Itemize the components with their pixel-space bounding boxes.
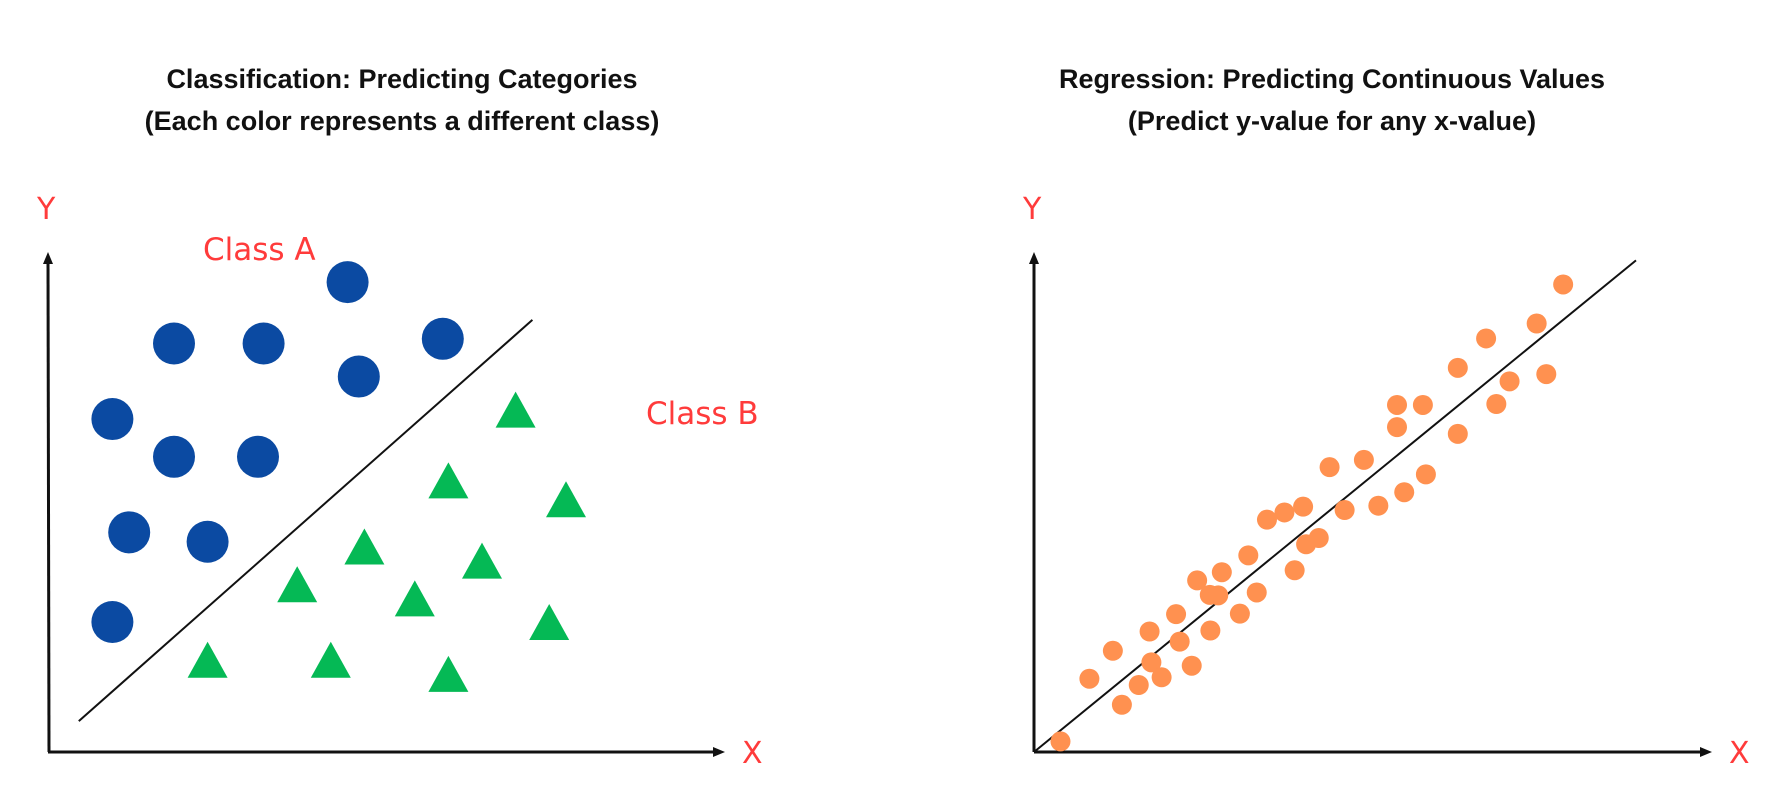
data-point	[1050, 731, 1071, 752]
regression-line	[1033, 259, 1637, 753]
x-axis	[48, 747, 725, 757]
data-point	[1166, 604, 1187, 625]
regression-title-line2: (Predict y-value for any x-value)	[1127, 106, 1537, 136]
classification-chart: Y X Class A Class B	[36, 192, 763, 771]
y-axis-label: Y	[36, 192, 56, 227]
data-point	[1079, 668, 1100, 689]
data-point	[1187, 570, 1208, 591]
data-point	[1181, 655, 1202, 676]
data-point	[1334, 500, 1355, 521]
y-axis	[43, 252, 53, 753]
x-axis-label: X	[742, 736, 763, 771]
data-point	[1141, 652, 1162, 673]
data-point	[1169, 631, 1190, 652]
data-point	[1353, 449, 1374, 470]
class-b-point	[529, 604, 570, 640]
data-point	[1256, 509, 1277, 530]
classification-title-line2: (Each color represents a different class…	[144, 106, 660, 136]
class-a-label: Class A	[203, 232, 316, 268]
data-point	[1151, 667, 1172, 688]
class-b-point	[187, 641, 228, 678]
data-point	[1412, 394, 1433, 415]
class-a-point	[186, 520, 229, 563]
x-axis	[1034, 747, 1712, 757]
data-point	[1246, 582, 1267, 603]
data-point	[1387, 417, 1408, 438]
data-point	[1476, 328, 1497, 349]
data-point	[1553, 274, 1574, 295]
data-point	[1536, 364, 1557, 385]
data-point	[1293, 496, 1314, 517]
classification-title: Classification: Predicting Categories (E…	[22, 58, 782, 142]
class-b-point	[428, 655, 469, 692]
data-point	[1238, 545, 1259, 566]
data-point	[1211, 562, 1232, 583]
data-point	[1319, 457, 1340, 478]
regression-chart: Y X	[1022, 192, 1750, 771]
classification-title-line1: Classification: Predicting Categories	[166, 64, 638, 94]
data-point	[1111, 694, 1132, 715]
data-point	[1394, 482, 1415, 503]
regression-panel: Regression: Predicting Continuous Values…	[880, 0, 1770, 788]
data-point	[1368, 495, 1389, 516]
regression-points	[1050, 274, 1574, 752]
class-a-point	[153, 435, 195, 478]
class-b-point	[344, 528, 385, 565]
y-axis-label: Y	[1022, 192, 1042, 227]
data-point	[1139, 621, 1160, 642]
data-point	[1128, 675, 1149, 696]
data-point	[1200, 620, 1221, 641]
regression-title-line1: Regression: Predicting Continuous Values	[1058, 64, 1606, 94]
class-a-point	[337, 355, 380, 398]
regression-title: Regression: Predicting Continuous Values…	[952, 58, 1712, 142]
data-point	[1415, 464, 1436, 485]
x-axis-label: X	[1729, 736, 1750, 771]
class-b-point	[394, 580, 435, 617]
class-a-point	[326, 261, 369, 304]
class-b-label: Class B	[646, 396, 759, 432]
data-point	[1208, 585, 1229, 606]
class-a-point	[91, 398, 134, 441]
class-b-point	[546, 481, 586, 518]
data-point	[1486, 393, 1507, 414]
data-point	[1447, 423, 1468, 444]
data-point	[1526, 313, 1547, 334]
class-a-point	[421, 317, 464, 360]
x-axis-arrowhead	[713, 747, 725, 757]
class-a-point	[108, 511, 151, 554]
x-axis-arrowhead	[1700, 747, 1712, 757]
data-point	[1308, 527, 1329, 548]
class-a-point	[237, 435, 279, 478]
y-axis-arrowhead	[43, 252, 53, 264]
class-b-point	[462, 542, 502, 579]
y-axis-arrowhead	[1029, 252, 1039, 264]
class-b-point	[428, 462, 469, 499]
class-b-point	[277, 566, 318, 603]
classification-points	[91, 261, 586, 692]
data-point	[1229, 603, 1250, 624]
class-a-point	[153, 322, 195, 365]
class-b-point	[310, 641, 351, 678]
data-point	[1284, 560, 1305, 581]
classification-panel: Classification: Predicting Categories (E…	[0, 0, 880, 788]
y-axis	[1029, 252, 1039, 752]
decision-boundary-line	[78, 319, 534, 722]
data-point	[1447, 357, 1468, 378]
class-a-point	[91, 601, 134, 643]
data-point	[1274, 502, 1295, 523]
class-b-point	[495, 391, 536, 428]
data-point	[1387, 394, 1408, 415]
data-point	[1102, 640, 1123, 661]
class-a-point	[242, 322, 285, 365]
data-point	[1499, 371, 1520, 392]
